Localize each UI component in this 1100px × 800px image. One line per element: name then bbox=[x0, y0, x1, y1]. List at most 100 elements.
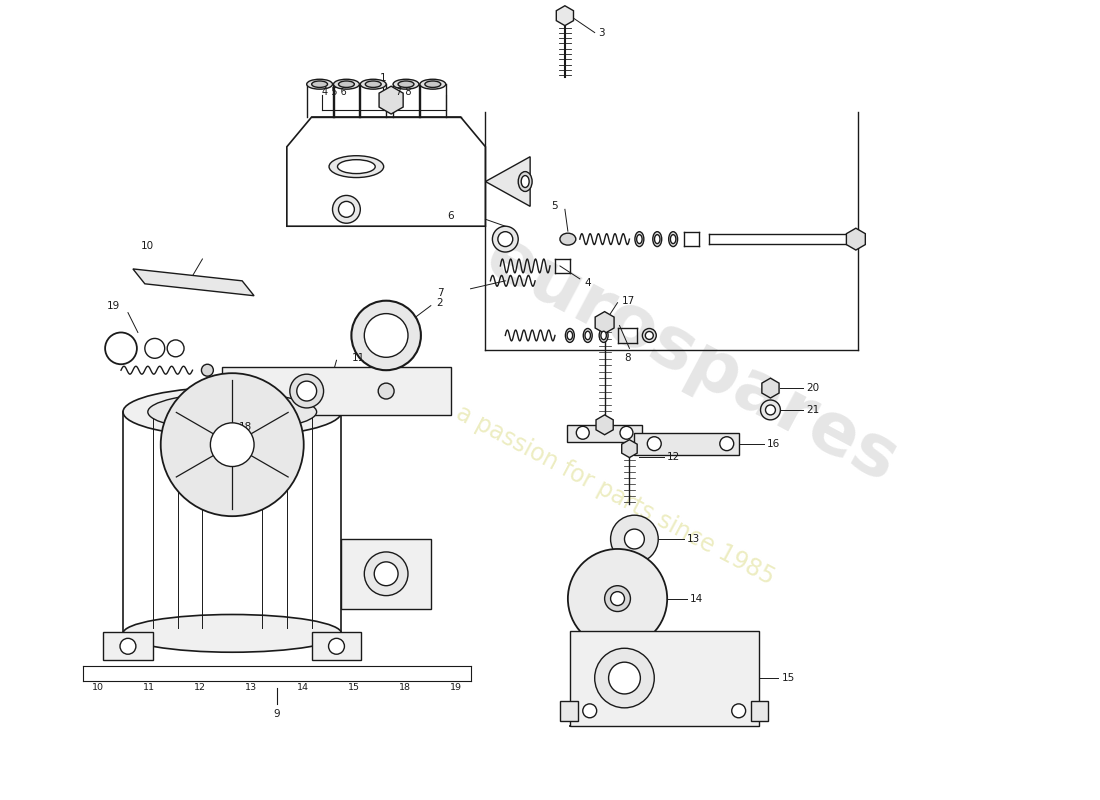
Circle shape bbox=[719, 437, 734, 450]
Bar bbox=[750, 701, 769, 721]
Text: 6: 6 bbox=[448, 211, 454, 222]
Text: 3: 3 bbox=[597, 27, 604, 38]
Ellipse shape bbox=[425, 81, 441, 87]
Text: eurospares: eurospares bbox=[474, 222, 910, 498]
Bar bbox=[566, 425, 642, 442]
Ellipse shape bbox=[585, 331, 591, 340]
Circle shape bbox=[760, 400, 780, 420]
Circle shape bbox=[625, 529, 645, 549]
Text: 20: 20 bbox=[806, 383, 820, 393]
Text: 7 8: 7 8 bbox=[396, 87, 411, 97]
Text: 11: 11 bbox=[143, 683, 155, 693]
Circle shape bbox=[374, 562, 398, 586]
Circle shape bbox=[351, 301, 421, 370]
Bar bbox=[103, 632, 153, 660]
Polygon shape bbox=[596, 415, 613, 434]
Ellipse shape bbox=[565, 329, 574, 342]
Circle shape bbox=[583, 704, 596, 718]
Circle shape bbox=[568, 549, 668, 648]
Text: 4: 4 bbox=[585, 278, 592, 288]
Text: 1: 1 bbox=[379, 74, 386, 83]
Text: 9: 9 bbox=[274, 709, 280, 719]
Ellipse shape bbox=[361, 79, 386, 89]
Ellipse shape bbox=[333, 79, 360, 89]
Bar bbox=[560, 701, 578, 721]
Ellipse shape bbox=[329, 156, 384, 178]
Ellipse shape bbox=[339, 81, 354, 87]
Text: 13: 13 bbox=[688, 534, 701, 544]
Ellipse shape bbox=[147, 393, 317, 430]
Ellipse shape bbox=[123, 614, 341, 652]
Circle shape bbox=[576, 426, 590, 439]
Circle shape bbox=[646, 331, 653, 339]
Polygon shape bbox=[557, 6, 573, 26]
Circle shape bbox=[608, 662, 640, 694]
Ellipse shape bbox=[583, 329, 592, 342]
Circle shape bbox=[106, 333, 136, 364]
Ellipse shape bbox=[338, 160, 375, 174]
Text: 12: 12 bbox=[668, 452, 681, 462]
Polygon shape bbox=[595, 312, 614, 334]
Text: 10: 10 bbox=[141, 241, 154, 251]
Ellipse shape bbox=[669, 232, 678, 246]
Ellipse shape bbox=[518, 171, 532, 191]
Text: 5: 5 bbox=[552, 202, 559, 211]
Ellipse shape bbox=[307, 79, 332, 89]
Text: 16: 16 bbox=[767, 438, 780, 449]
Ellipse shape bbox=[601, 331, 606, 340]
Text: 19: 19 bbox=[107, 301, 120, 310]
Ellipse shape bbox=[635, 232, 643, 246]
Bar bbox=[311, 632, 361, 660]
Polygon shape bbox=[846, 228, 866, 250]
Polygon shape bbox=[485, 157, 530, 206]
Circle shape bbox=[498, 232, 513, 246]
Circle shape bbox=[642, 329, 657, 342]
Bar bbox=[635, 433, 739, 454]
Polygon shape bbox=[133, 269, 254, 296]
Text: 14: 14 bbox=[690, 594, 703, 604]
Text: 4 5 6: 4 5 6 bbox=[321, 87, 346, 97]
Ellipse shape bbox=[654, 234, 660, 243]
Text: 10: 10 bbox=[92, 683, 104, 693]
Circle shape bbox=[595, 648, 654, 708]
Text: 18: 18 bbox=[239, 422, 252, 432]
Text: 7: 7 bbox=[438, 288, 444, 298]
Text: 11: 11 bbox=[351, 354, 364, 363]
Circle shape bbox=[766, 405, 775, 415]
Text: 21: 21 bbox=[806, 405, 820, 415]
Circle shape bbox=[120, 638, 136, 654]
Circle shape bbox=[610, 515, 658, 563]
Ellipse shape bbox=[123, 387, 341, 437]
Circle shape bbox=[364, 552, 408, 596]
Circle shape bbox=[364, 314, 408, 358]
Ellipse shape bbox=[568, 331, 573, 340]
Ellipse shape bbox=[311, 81, 328, 87]
Text: 15: 15 bbox=[781, 673, 794, 683]
Circle shape bbox=[605, 586, 630, 611]
Ellipse shape bbox=[670, 234, 675, 243]
Bar bbox=[570, 631, 759, 726]
Circle shape bbox=[378, 383, 394, 399]
Circle shape bbox=[620, 426, 632, 439]
Polygon shape bbox=[287, 117, 485, 226]
Circle shape bbox=[297, 381, 317, 401]
Text: 18: 18 bbox=[398, 683, 410, 693]
Ellipse shape bbox=[600, 329, 608, 342]
Polygon shape bbox=[341, 539, 431, 609]
Text: 12: 12 bbox=[195, 683, 207, 693]
Polygon shape bbox=[621, 440, 637, 458]
Ellipse shape bbox=[393, 79, 419, 89]
Circle shape bbox=[210, 423, 254, 466]
Circle shape bbox=[732, 704, 746, 718]
Circle shape bbox=[647, 437, 661, 450]
Text: a passion for parts since 1985: a passion for parts since 1985 bbox=[452, 401, 779, 590]
Circle shape bbox=[145, 338, 165, 358]
Circle shape bbox=[161, 373, 304, 516]
Polygon shape bbox=[379, 86, 404, 114]
Bar bbox=[222, 367, 451, 415]
Text: 17: 17 bbox=[621, 296, 635, 306]
Circle shape bbox=[167, 340, 184, 357]
Circle shape bbox=[332, 195, 361, 223]
Ellipse shape bbox=[637, 234, 642, 243]
Ellipse shape bbox=[420, 79, 446, 89]
